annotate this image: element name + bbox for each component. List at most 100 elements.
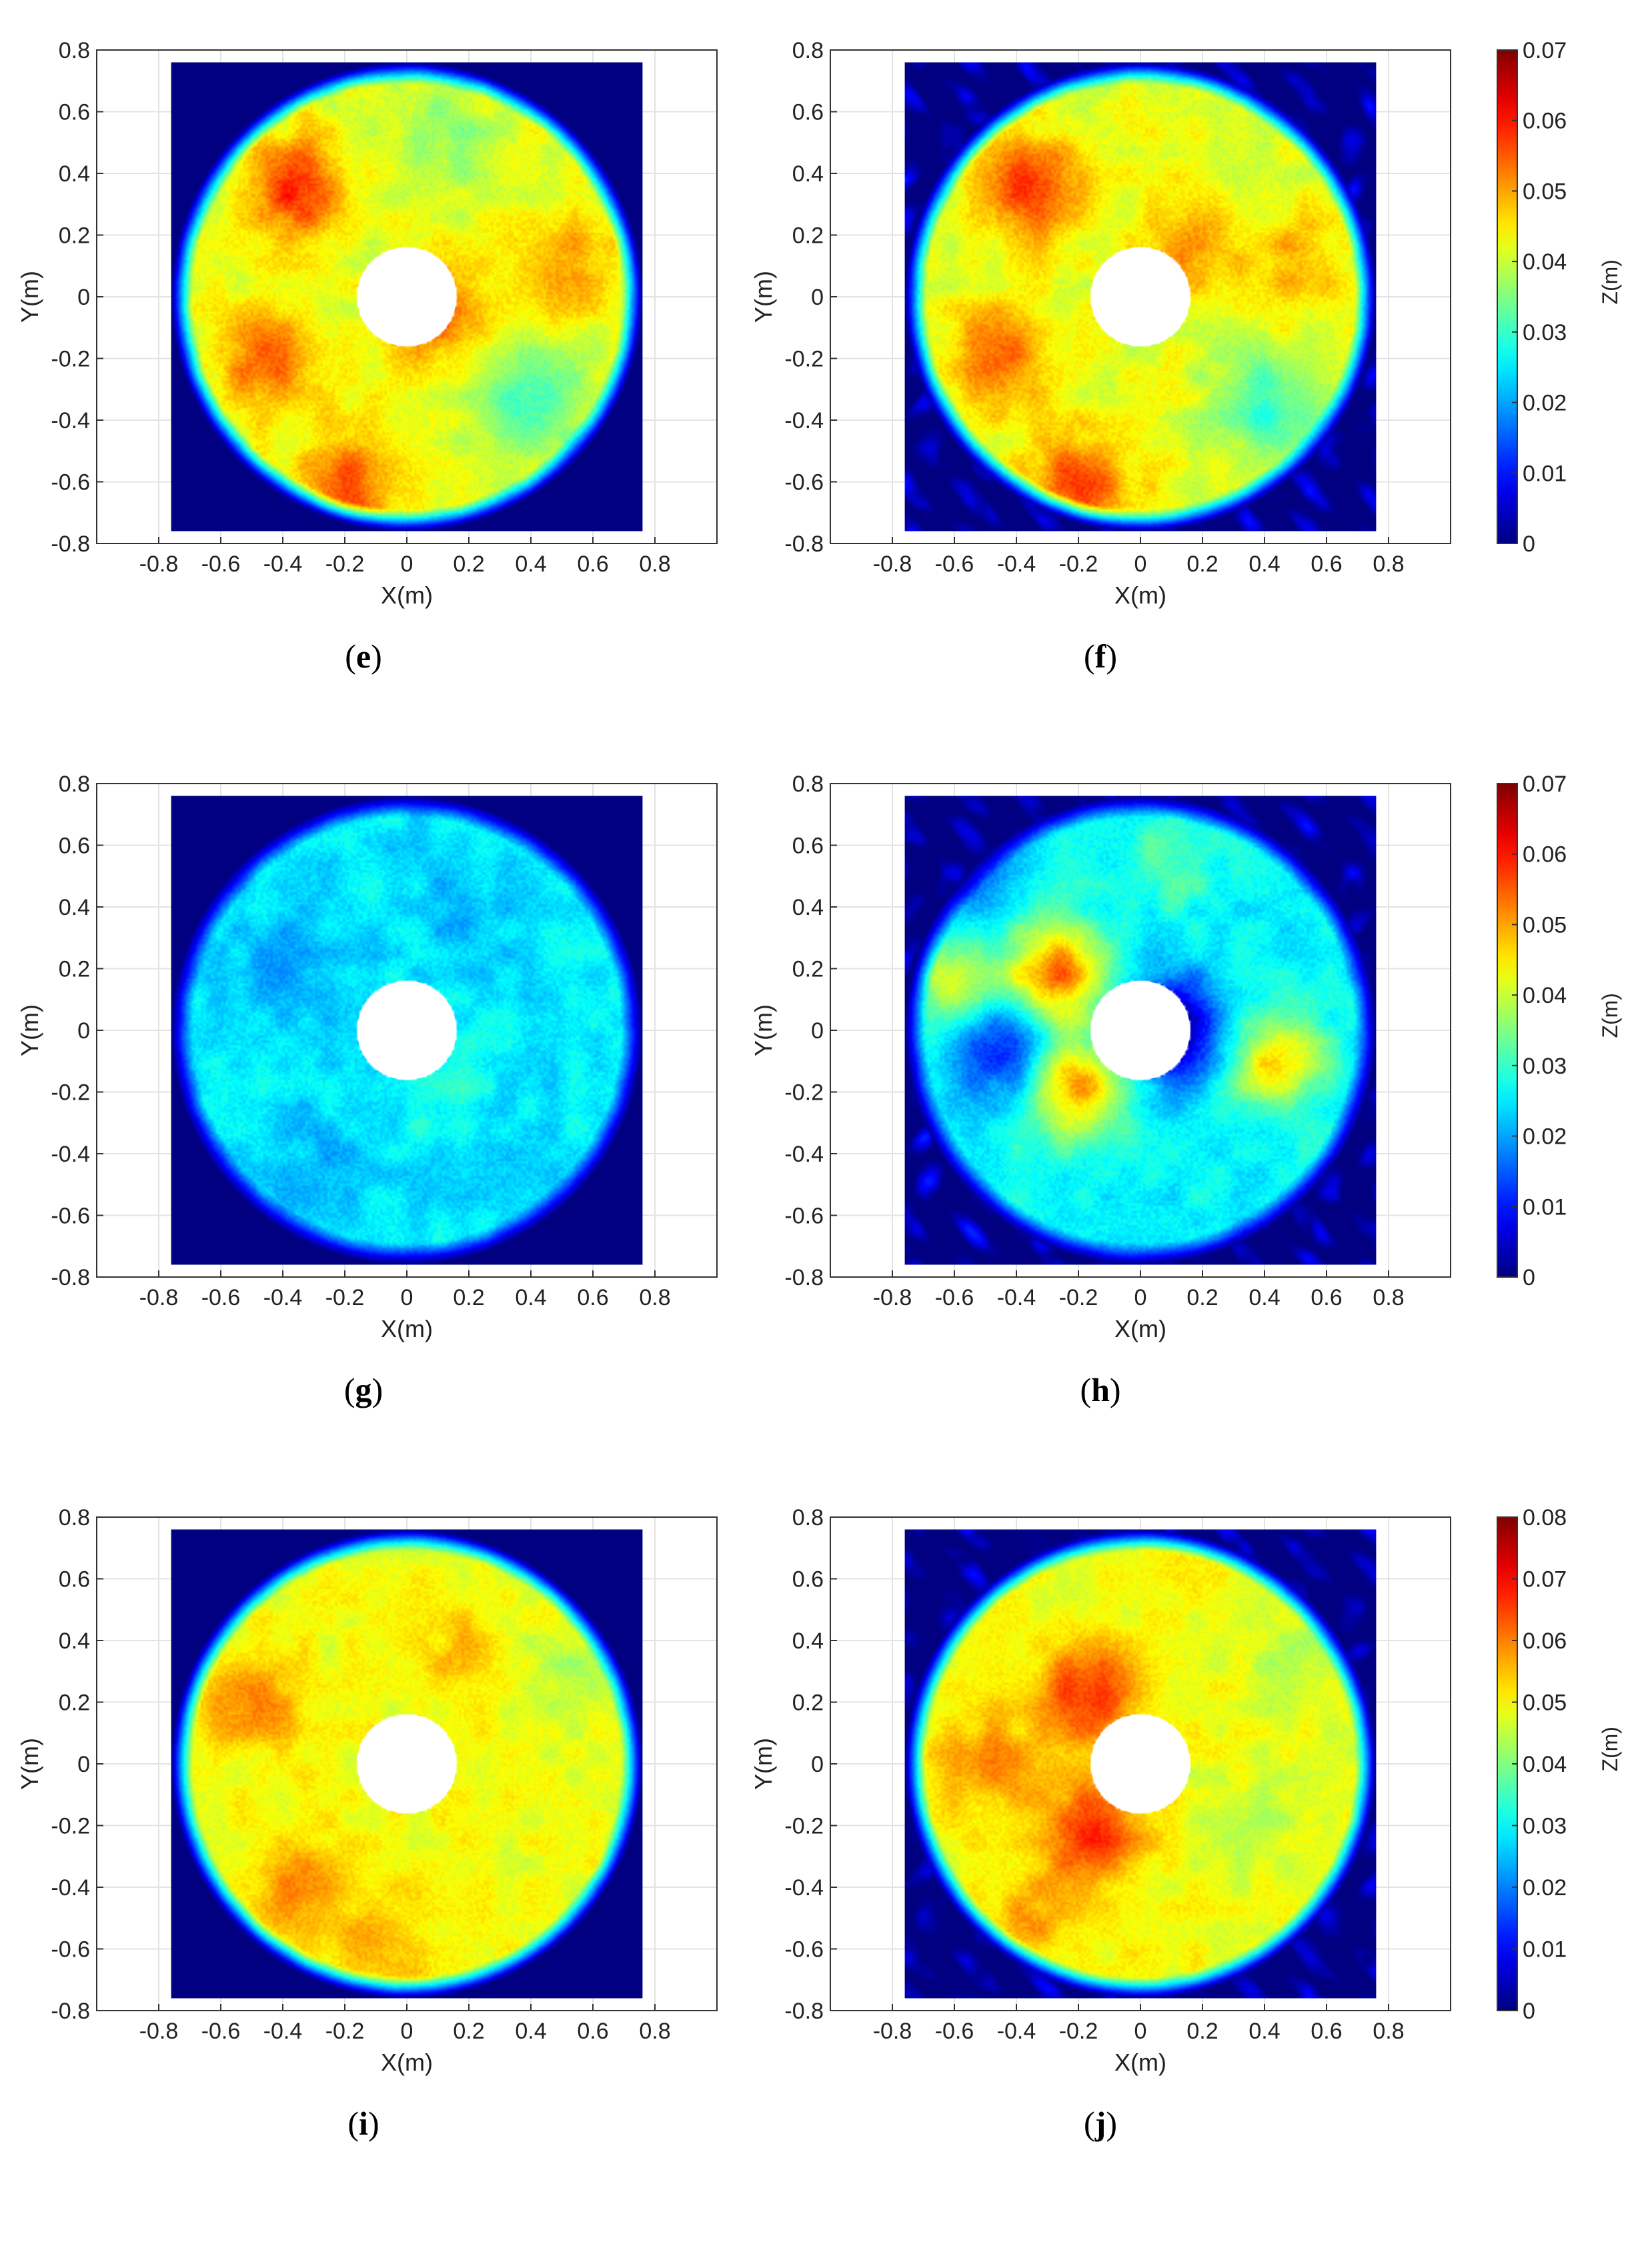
center-hole	[1090, 981, 1190, 1080]
colorbar-tick-label: 0.06	[1523, 1628, 1567, 1654]
x-tick-label: 0.8	[639, 1285, 670, 1310]
y-tick-label: 0.6	[792, 100, 824, 125]
y-tick-label: 0	[811, 1018, 824, 1044]
x-axis-label: X(m)	[381, 1315, 433, 1342]
y-tick-label: -0.2	[784, 1814, 824, 1839]
y-tick-label: 0.6	[792, 1567, 824, 1592]
colorbar-tick-label: 0.08	[1523, 1505, 1567, 1530]
y-tick-label: -0.4	[51, 408, 90, 433]
colorbar-1: 0.07 0.06 0.05 0.04 0.03 0.02 0.01 0 Z(m)	[1497, 38, 1622, 557]
y-tick-label: 0.4	[59, 1628, 90, 1654]
y-tick-label: -0.4	[784, 1875, 824, 1901]
y-tick-label: -0.8	[784, 1999, 824, 2024]
x-tick-label: 0.2	[453, 1285, 484, 1310]
x-tick-label: 0.2	[453, 551, 484, 577]
x-tick-label: 0.4	[1249, 1285, 1280, 1310]
x-tick-label: -0.6	[935, 2019, 974, 2044]
x-tick-label: 0.2	[453, 2019, 484, 2044]
x-tick-label: 0.6	[577, 1285, 608, 1310]
colorbar-tick-label: 0.01	[1523, 1194, 1567, 1220]
x-tick-label: 0	[401, 2019, 414, 2044]
y-tick-label: 0.2	[59, 957, 90, 982]
y-axis-label: Y(m)	[16, 1738, 43, 1790]
colorbar-tick-label: 0.05	[1523, 912, 1567, 938]
center-hole	[357, 1715, 457, 1813]
x-tick-label: -0.2	[325, 2019, 365, 2044]
x-tick-label: -0.4	[263, 1285, 303, 1310]
x-tick-label: -0.4	[997, 1285, 1036, 1310]
x-tick-label: -0.2	[325, 1285, 365, 1310]
x-tick-label: 0.8	[1373, 2019, 1404, 2044]
colorbar-label: Z(m)	[1598, 259, 1622, 305]
colorbar-tick-label: 0	[1523, 1999, 1535, 2024]
y-tick-label: -0.6	[51, 470, 90, 495]
x-tick-label: 0.8	[1373, 1285, 1404, 1310]
x-tick-label: -0.8	[139, 1285, 179, 1310]
y-tick-label: -0.2	[784, 347, 824, 372]
y-axis-label: Y(m)	[750, 1004, 777, 1056]
y-tick-label: 0.4	[792, 161, 824, 187]
y-tick-label: 0.6	[792, 834, 824, 859]
x-tick-label: -0.8	[139, 2019, 179, 2044]
x-tick-label: -0.8	[139, 551, 179, 577]
x-tick-label: 0.6	[1311, 551, 1342, 577]
heatmap-panel-h: -0.8 -0.6 -0.4 -0.2 0 0.2 0.4 0.6 0.8 0.8 0.6 0.4 0.…	[750, 772, 1451, 1342]
x-tick-label: 0.6	[577, 551, 608, 577]
y-tick-label: 0.4	[792, 1628, 824, 1654]
x-tick-label: -0.4	[263, 2019, 303, 2044]
colorbar-tick-label: 0.01	[1523, 461, 1567, 486]
x-tick-label: -0.4	[997, 2019, 1036, 2044]
colorbar-gradient	[1497, 783, 1518, 1278]
x-tick-label: 0.4	[515, 551, 546, 577]
colorbar-tick-label: 0.06	[1523, 109, 1567, 134]
y-axis-label: Y(m)	[750, 271, 777, 323]
y-tick-label: -0.6	[51, 1204, 90, 1229]
x-tick-label: 0.8	[1373, 551, 1404, 577]
colorbar-label: Z(m)	[1598, 993, 1622, 1038]
x-tick-label: 0	[1134, 551, 1147, 577]
x-axis-label: X(m)	[381, 582, 433, 609]
x-axis-label: X(m)	[381, 2049, 433, 2076]
y-tick-label: 0.4	[59, 895, 90, 920]
y-tick-label: -0.6	[784, 1937, 824, 1963]
y-tick-label: -0.2	[51, 1814, 90, 1839]
colorbar-tick-label: 0.02	[1523, 1875, 1567, 1901]
x-tick-label: -0.6	[935, 551, 974, 577]
y-tick-label: -0.2	[784, 1080, 824, 1106]
y-tick-label: 0.4	[792, 895, 824, 920]
x-tick-label: 0.2	[1186, 2019, 1218, 2044]
y-tick-label: 0.8	[59, 1505, 90, 1530]
y-tick-label: -0.8	[51, 531, 90, 557]
x-tick-label: 0.4	[1249, 551, 1280, 577]
x-tick-label: -0.6	[201, 1285, 241, 1310]
y-tick-label: 0	[77, 1752, 90, 1777]
y-tick-label: -0.4	[51, 1142, 90, 1167]
y-tick-label: 0	[77, 285, 90, 310]
x-tick-label: 0	[401, 1285, 414, 1310]
center-hole	[1090, 247, 1190, 346]
y-tick-label: -0.4	[784, 1142, 824, 1167]
colorbar-tick-label: 0.07	[1523, 772, 1567, 797]
colorbar-tick-label: 0.03	[1523, 1814, 1567, 1839]
x-tick-label: -0.2	[1059, 2019, 1098, 2044]
x-tick-label: -0.8	[873, 551, 912, 577]
x-tick-label: 0.4	[1249, 2019, 1280, 2044]
x-tick-label: -0.4	[997, 551, 1036, 577]
colorbar-label: Z(m)	[1598, 1727, 1622, 1772]
y-tick-label: 0.2	[792, 1691, 824, 1716]
y-tick-label: -0.8	[51, 1265, 90, 1290]
x-tick-label: 0.6	[577, 2019, 608, 2044]
colorbar-tick-label: 0.04	[1523, 1752, 1567, 1777]
y-tick-label: -0.2	[51, 347, 90, 372]
heatmap-panel-i: -0.8 -0.6 -0.4 -0.2 0 0.2 0.4 0.6 0.8 0.8 0.6 0.4 0.…	[16, 1505, 718, 2076]
heatmap-panel-j: -0.8 -0.6 -0.4 -0.2 0 0.2 0.4 0.6 0.8 0.8 0.6 0.4 0.…	[750, 1505, 1451, 2076]
y-tick-label: 0.2	[59, 223, 90, 249]
x-tick-label: -0.8	[873, 2019, 912, 2044]
x-tick-label: -0.2	[325, 551, 365, 577]
y-tick-label: 0.4	[59, 161, 90, 187]
x-axis-label: X(m)	[1114, 582, 1166, 609]
heatmap-panel-f: -0.8 -0.6 -0.4 -0.2 0 0.2 0.4 0.6 0.8 0.8 0.6 0.4 0.…	[750, 38, 1451, 609]
y-tick-label: 0.6	[59, 1567, 90, 1592]
caption-h: (h)	[1080, 1371, 1121, 1408]
